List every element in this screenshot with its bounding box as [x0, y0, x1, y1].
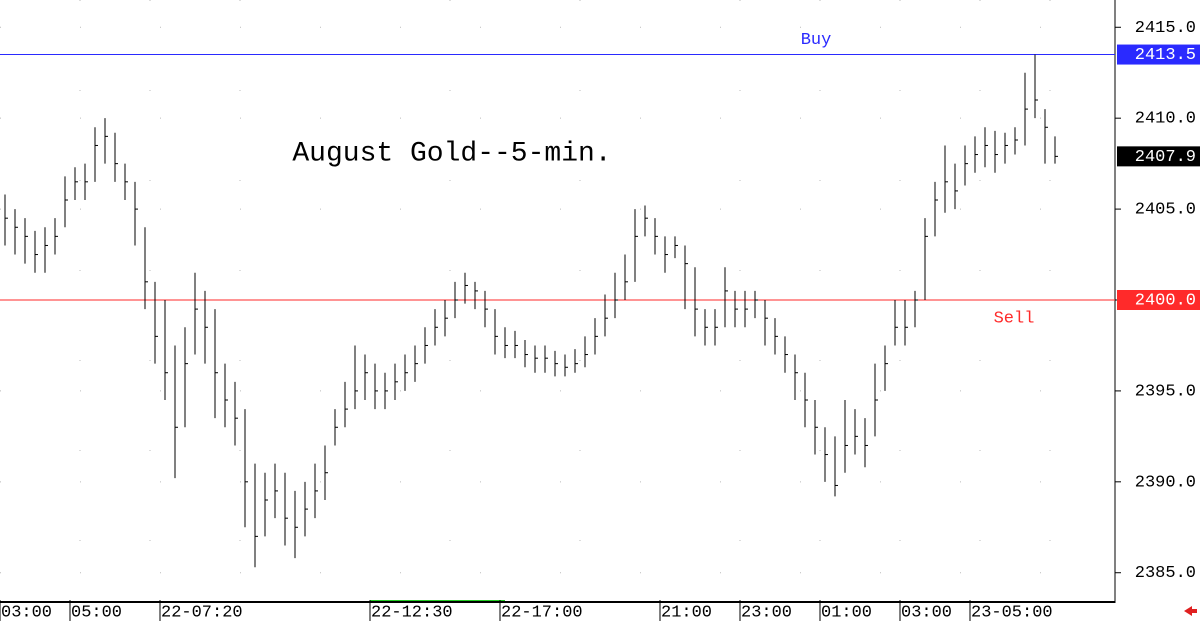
- y-tick-label: 2385.0: [1135, 564, 1196, 583]
- y-tick-label: 2415.0: [1135, 19, 1196, 38]
- x-tick-label: 22-07:20: [161, 603, 243, 621]
- last-price-label: 2407.9: [1135, 148, 1196, 167]
- x-tick-label: 21:00: [661, 603, 712, 621]
- y-tick-label: 2405.0: [1135, 201, 1196, 220]
- x-tick-label: 01:00: [821, 603, 872, 621]
- x-tick-label: 23:00: [741, 603, 792, 621]
- level-name: Buy: [801, 31, 832, 50]
- price-tag-label: 2400.0: [1135, 291, 1196, 310]
- price-tag: [1117, 290, 1200, 310]
- x-tick-label: 03:00: [1, 603, 52, 621]
- y-tick-label: 2410.0: [1135, 110, 1196, 129]
- last-price-tag: [1117, 146, 1200, 167]
- price-tag: [1117, 44, 1200, 65]
- x-tick-label: 03:00: [901, 603, 952, 621]
- scroll-arrow[interactable]: [1184, 606, 1197, 616]
- x-tick-label: 23-05:00: [971, 603, 1053, 621]
- x-tick-label: 22-12:30: [371, 603, 453, 621]
- x-tick-label: 05:00: [71, 603, 122, 621]
- y-tick-label: 2395.0: [1135, 382, 1196, 401]
- x-tick-label: 22-17:00: [501, 603, 583, 621]
- y-tick-label: 2390.0: [1135, 473, 1196, 492]
- level-name: Sell: [994, 309, 1035, 328]
- price-tag-label: 2413.5: [1135, 46, 1196, 65]
- chart-title: August Gold--5-min.: [292, 138, 611, 169]
